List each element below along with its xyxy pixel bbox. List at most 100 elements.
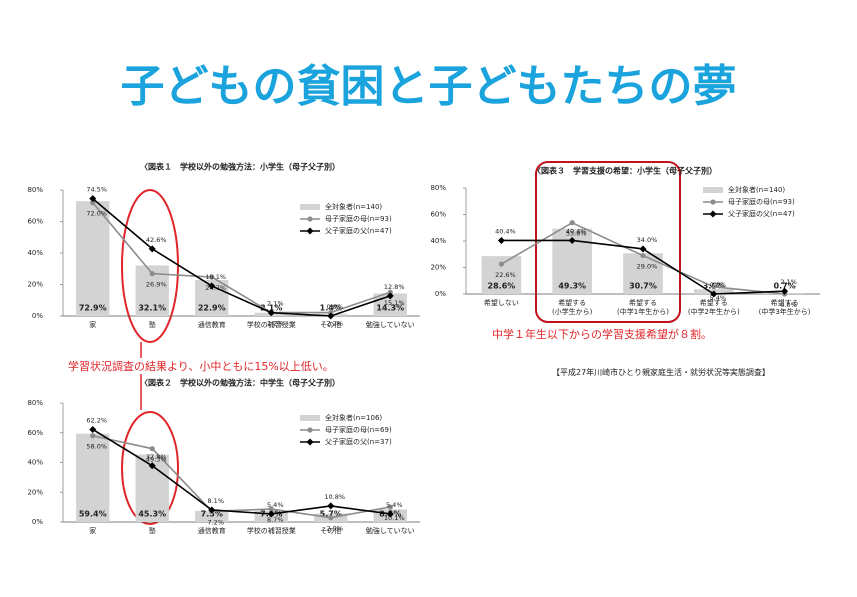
point-label: 58.0% <box>86 443 107 451</box>
x-tick-label: 通信教育 <box>197 527 226 535</box>
annotation: 中学１年生以下からの学習支援希望が８割。 <box>492 328 712 341</box>
point-label: 5.4% <box>267 501 284 509</box>
bar <box>76 433 110 522</box>
point-label: 74.5% <box>86 186 107 194</box>
point <box>90 200 96 206</box>
point-label: 5.4% <box>710 294 727 302</box>
point-label: 53.8% <box>566 230 587 238</box>
point <box>639 245 647 253</box>
line <box>92 198 391 317</box>
x-tick-label: 希望する (中学3年生から) <box>758 299 811 316</box>
point-label: 19.1% <box>205 273 226 281</box>
point <box>209 274 215 280</box>
source: 【平成27年川崎市ひとり親家庭生活・就労状況等実態調査】 <box>552 368 770 377</box>
chart-title: 〈図表１ 学校以外の勉強方法：小学生（母子父子別） <box>140 162 340 172</box>
point <box>498 261 504 267</box>
point-label: 12.8% <box>384 283 405 291</box>
point-label: 0.0% <box>780 301 797 309</box>
x-tick-label: 学校の補習授業 <box>246 321 296 329</box>
y-tick-label: 60% <box>430 211 446 219</box>
point <box>267 309 275 317</box>
y-tick-label: 0% <box>32 518 43 526</box>
bar-label: 22.9% <box>198 304 226 313</box>
x-tick-label: 勉強していない <box>365 527 415 535</box>
x-tick-label: その他 <box>320 527 342 535</box>
point-label: 2.9% <box>326 525 343 533</box>
point <box>89 425 97 433</box>
point-label: 26.9% <box>146 281 167 289</box>
x-tick-label: 勉強していない <box>365 321 415 329</box>
point <box>208 506 216 514</box>
y-tick-label: 20% <box>27 488 43 496</box>
point <box>149 271 155 277</box>
legend-label: 父子家庭の父(n=47) <box>728 209 795 218</box>
bar-label: 14.3% <box>376 304 404 313</box>
line <box>92 434 391 519</box>
point <box>328 515 334 521</box>
legend-label: 全対象者(n=106) <box>325 413 382 422</box>
bar-label: 59.4% <box>79 510 107 519</box>
point-label: 10.8% <box>324 493 345 501</box>
x-tick-label: 学校の補習授業 <box>246 527 296 535</box>
bar-label: 49.3% <box>558 282 586 291</box>
point <box>711 284 717 290</box>
point <box>90 433 96 439</box>
point <box>710 290 718 298</box>
x-tick-label: 通信教育 <box>197 321 226 329</box>
point <box>568 236 576 244</box>
y-tick-label: 0% <box>32 312 43 320</box>
legend-swatch <box>703 187 723 193</box>
point-label: 49.3% <box>146 456 167 464</box>
legend-marker <box>710 199 716 205</box>
point-label: 8.1% <box>207 497 224 505</box>
bar-label: 7.5% <box>201 510 223 519</box>
y-tick-label: 20% <box>430 264 446 272</box>
legend-marker <box>307 427 313 433</box>
x-tick-label: 家 <box>89 321 97 329</box>
bar-label: 0.7% <box>774 282 796 291</box>
legend-swatch <box>300 415 320 421</box>
bar-label: 2.1% <box>260 304 282 313</box>
point-label: 8.7% <box>267 516 284 524</box>
point-label: 7.2% <box>207 518 224 526</box>
legend-label: 全対象者(n=140) <box>325 202 382 211</box>
bar <box>76 201 110 316</box>
point-label: 72.0% <box>86 210 107 218</box>
x-tick-label: 希望する (中学2年生から) <box>687 299 740 316</box>
legend-label: 父子家庭の父(n=37) <box>325 437 392 446</box>
bar-label: 1.4% <box>320 304 342 313</box>
point-label: 2.2% <box>267 320 284 328</box>
legend-label: 全対象者(n=140) <box>728 185 785 194</box>
highlight-ellipse <box>121 189 179 343</box>
point <box>267 510 275 518</box>
point-label: 2.2% <box>326 320 343 328</box>
point-label: 40.4% <box>566 227 587 235</box>
legend-marker <box>306 438 314 446</box>
point <box>268 506 274 512</box>
y-tick-label: 40% <box>27 459 43 467</box>
bar <box>195 510 229 522</box>
x-tick-label: 希望する (小学生から) <box>551 299 593 316</box>
point <box>327 502 335 510</box>
x-tick-label: 塾 <box>148 527 156 535</box>
highlight-ellipse <box>121 411 179 525</box>
point-label: 29.0% <box>637 263 658 271</box>
bar-label: 72.9% <box>79 304 107 313</box>
point <box>148 462 156 470</box>
page-title: 子どもの貧困と子どもたちの夢 <box>120 61 737 112</box>
bar-label: 30.7% <box>629 282 657 291</box>
bar-label: 28.6% <box>488 282 516 291</box>
chart-title: 〈図表３ 学習支援の希望：小学生（母子父子別） <box>533 166 717 176</box>
point <box>327 312 335 320</box>
point <box>569 220 575 226</box>
point <box>386 292 394 300</box>
x-tick-label: 家 <box>89 527 97 535</box>
point-label: 40.4% <box>495 227 516 235</box>
point-label: 0.0% <box>326 303 343 311</box>
legend-marker <box>709 210 717 218</box>
point-label: 10.1% <box>384 514 405 522</box>
y-tick-label: 0% <box>435 290 446 298</box>
point-label: 0.0% <box>710 281 727 289</box>
annotation: 学習状況調査の結果より、小中ともに15%以上低い。 <box>68 360 334 373</box>
